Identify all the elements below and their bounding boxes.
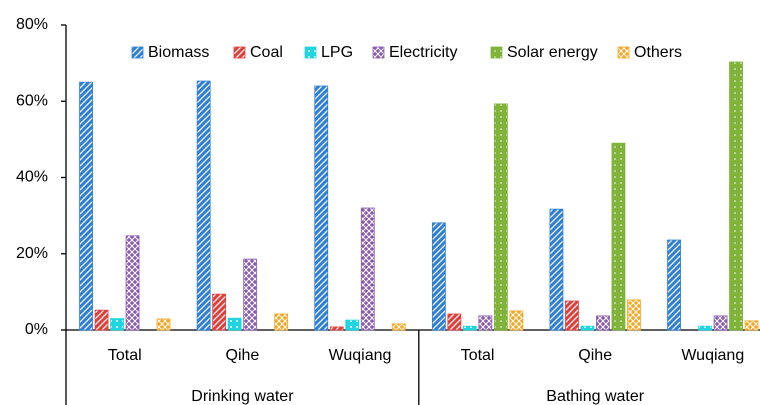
y-tick-label: 60% [16, 92, 48, 109]
bar [79, 81, 93, 331]
bar [314, 85, 329, 331]
bar [596, 315, 610, 331]
legend-label: Solar energy [507, 44, 598, 61]
bar [345, 319, 360, 331]
bar [713, 315, 728, 331]
bar [447, 313, 462, 331]
bar [611, 142, 626, 331]
bar [493, 103, 508, 331]
bar [431, 222, 446, 331]
bar [729, 61, 743, 331]
bar [391, 323, 406, 331]
bar [196, 80, 211, 331]
x-tick-label: Qihe [226, 347, 260, 364]
x-tick-label: Total [461, 347, 495, 364]
bar [667, 239, 681, 331]
y-tick-label: 40% [16, 169, 48, 186]
bar [94, 309, 109, 331]
bar [478, 315, 493, 331]
bar [156, 318, 171, 331]
bar [462, 325, 477, 331]
bar [360, 207, 375, 331]
legend-swatch [233, 46, 246, 59]
bar [212, 293, 227, 331]
group-label: Drinking water [191, 388, 294, 405]
legend-swatch [490, 46, 503, 59]
bar [509, 310, 524, 331]
bar [549, 208, 564, 331]
bar [125, 235, 140, 331]
x-tick-label: Wuqiang [681, 347, 744, 364]
y-tick-label: 20% [16, 245, 48, 262]
bar [698, 325, 712, 331]
legend-label: Others [634, 44, 682, 61]
bar [243, 258, 258, 331]
legend-label: Biomass [148, 44, 209, 61]
bar [110, 318, 124, 331]
bar [580, 325, 595, 331]
legend-swatch [304, 46, 317, 59]
y-tick-label: 0% [25, 321, 48, 338]
bar [227, 317, 242, 331]
x-tick-label: Wuqiang [329, 347, 392, 364]
legend-swatch [372, 46, 385, 59]
legend-swatch [131, 46, 144, 59]
bar [627, 299, 641, 331]
legend-swatch [617, 46, 630, 59]
legend-label: Electricity [389, 44, 457, 61]
bar [565, 300, 579, 331]
bar [274, 313, 289, 331]
legend-label: Coal [250, 44, 283, 61]
group-label: Bathing water [546, 388, 645, 405]
legend-label: LPG [321, 44, 353, 61]
y-tick-label: 80% [16, 16, 48, 33]
x-tick-label: Total [108, 347, 142, 364]
bar [329, 326, 344, 331]
x-tick-label: Qihe [578, 347, 612, 364]
bar [744, 320, 759, 331]
